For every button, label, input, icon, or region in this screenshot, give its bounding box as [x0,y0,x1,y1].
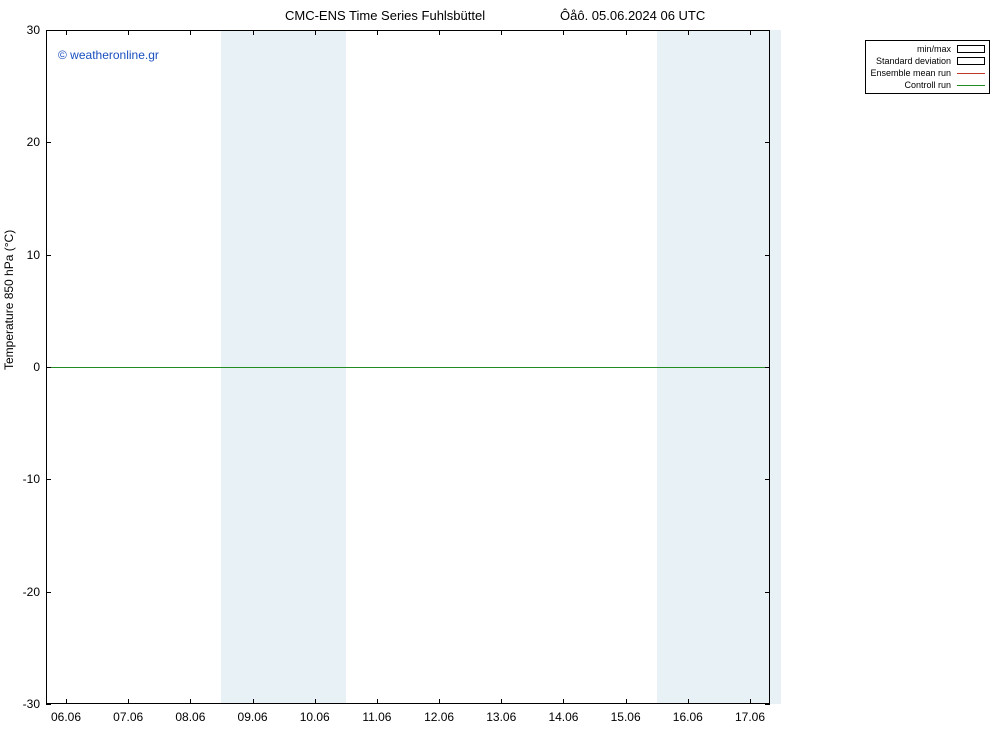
y-tick [765,142,770,143]
y-tick-label: -30 [0,697,40,711]
x-tick-label: 11.06 [362,710,391,724]
axis-border [46,703,770,704]
x-tick-label: 06.06 [51,710,81,724]
x-tick-label: 16.06 [673,710,703,724]
x-tick [626,30,627,35]
y-tick [46,367,51,368]
x-tick-label: 08.06 [175,710,205,724]
y-tick-label: -10 [0,472,40,486]
x-tick [315,30,316,35]
x-tick [750,699,751,704]
y-tick [46,592,51,593]
y-tick [765,592,770,593]
plot-area [46,30,770,704]
x-tick [66,30,67,35]
y-tick [46,704,51,705]
x-tick-label: 10.06 [300,710,330,724]
legend-label: Standard deviation [876,56,951,66]
y-tick [46,479,51,480]
y-tick-label: 30 [0,23,40,37]
x-tick [66,699,67,704]
x-tick-label: 12.06 [424,710,454,724]
y-tick-label: 10 [0,248,40,262]
x-tick [688,30,689,35]
chart-title-left: CMC-ENS Time Series Fuhlsbüttel [285,8,485,23]
x-tick [190,30,191,35]
controll-run-line [46,367,770,368]
legend: min/max Standard deviation Ensemble mean r… [865,40,990,94]
x-tick [688,699,689,704]
x-tick-label: 09.06 [238,710,268,724]
x-tick [439,699,440,704]
y-tick [765,255,770,256]
x-tick-label: 07.06 [113,710,143,724]
y-tick [765,367,770,368]
x-tick-label: 15.06 [611,710,641,724]
legend-swatch [957,57,985,65]
x-tick [128,30,129,35]
y-tick-label: 20 [0,135,40,149]
legend-item: Controll run [870,79,985,91]
x-tick [563,30,564,35]
y-tick [765,479,770,480]
x-tick [128,699,129,704]
legend-label: min/max [917,44,951,54]
y-tick [46,255,51,256]
chart-title-right: Ôåô. 05.06.2024 06 UTC [560,8,705,23]
legend-swatch [957,69,985,77]
x-tick [377,30,378,35]
legend-item: min/max [870,43,985,55]
chart-container: CMC-ENS Time Series Fuhlsbüttel Ôåô. 05.… [0,0,1000,733]
x-tick-label: 17.06 [735,710,765,724]
x-tick [315,699,316,704]
y-tick [46,142,51,143]
legend-item: Ensemble mean run [870,67,985,79]
x-tick [501,30,502,35]
x-tick [253,699,254,704]
y-tick-label: 0 [0,360,40,374]
axis-border [46,30,770,31]
legend-swatch [957,45,985,53]
y-tick-label: -20 [0,585,40,599]
x-tick-label: 13.06 [486,710,516,724]
legend-swatch [957,81,985,89]
x-tick [750,30,751,35]
x-tick [563,699,564,704]
legend-label: Ensemble mean run [870,68,951,78]
legend-item: Standard deviation [870,55,985,67]
x-tick [501,699,502,704]
x-tick-label: 14.06 [548,710,578,724]
x-tick [377,699,378,704]
y-tick [765,30,770,31]
y-tick [46,30,51,31]
x-tick [190,699,191,704]
y-tick [765,704,770,705]
watermark: © weatheronline.gr [58,48,159,62]
x-tick [626,699,627,704]
legend-label: Controll run [904,80,951,90]
x-tick [253,30,254,35]
x-tick [439,30,440,35]
